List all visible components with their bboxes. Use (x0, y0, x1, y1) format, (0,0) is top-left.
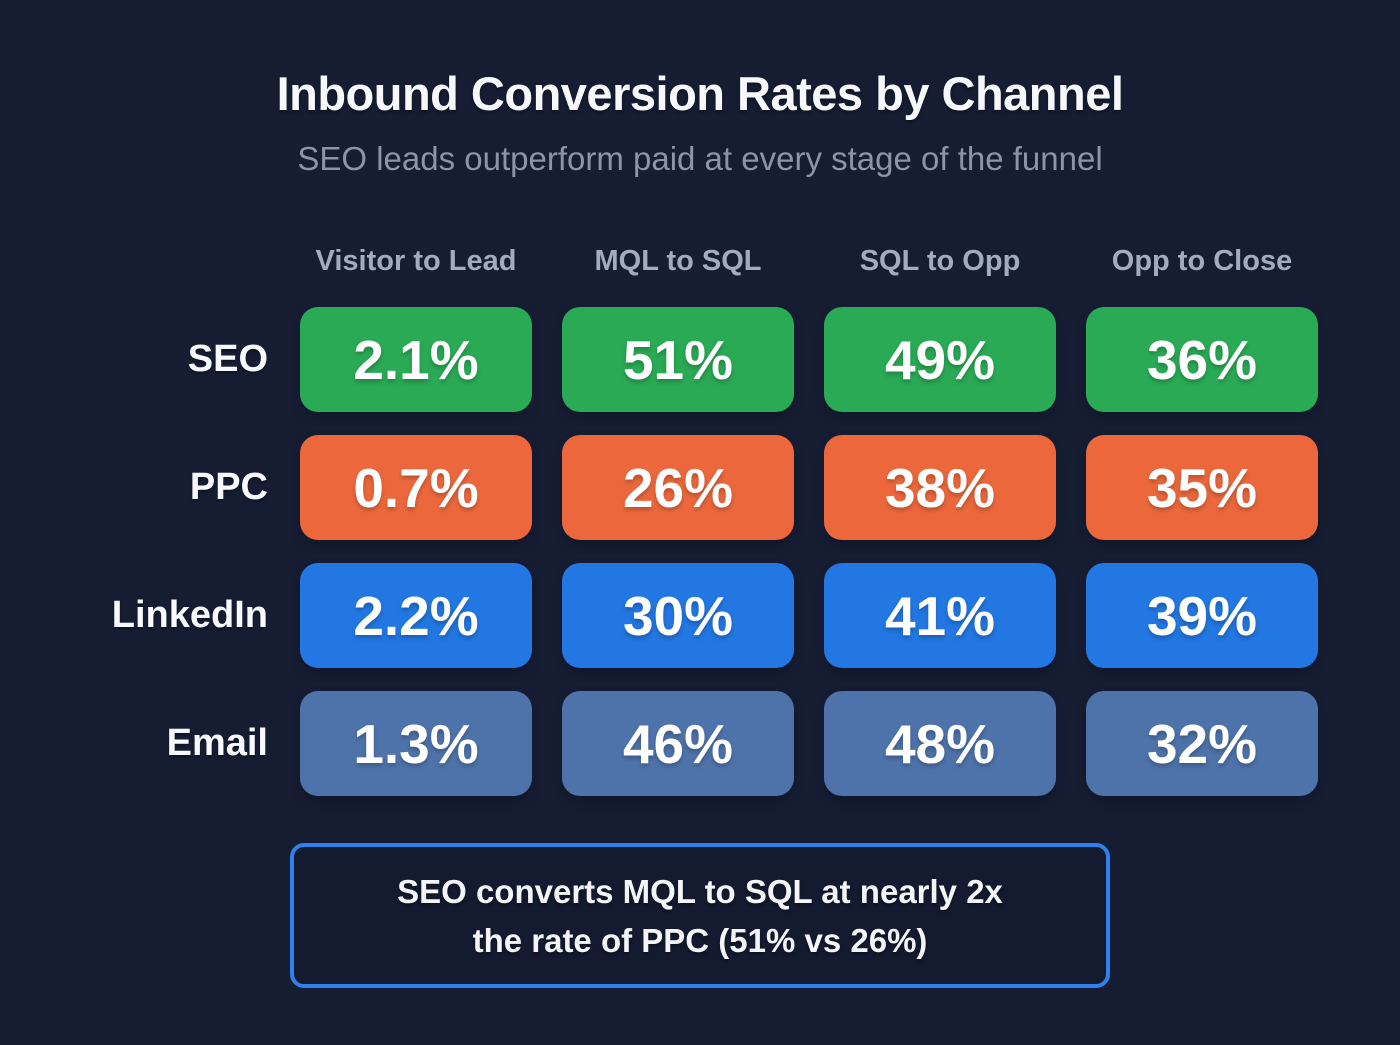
cell-seo-sql-to-opp: 49% (824, 307, 1056, 412)
column-header-mql-to-sql: MQL to SQL (594, 244, 762, 277)
cell-email-sql-to-opp: 48% (824, 691, 1056, 796)
row-label-linkedin: LinkedIn (111, 594, 268, 636)
insight-callout-line-2: the rate of PPC (51% vs 26%) (472, 921, 928, 959)
cell-email-mql-to-sql: 46% (562, 691, 794, 796)
insight-callout: SEO converts MQL to SQL at nearly 2x the… (290, 843, 1110, 988)
cell-linkedin-mql-to-sql: 30% (562, 563, 794, 668)
column-header-visitor-to-lead: Visitor to Lead (315, 244, 517, 277)
page-subtitle: SEO leads outperform paid at every stage… (297, 140, 1103, 177)
cell-seo-visitor-to-lead: 2.1% (300, 307, 532, 412)
cell-linkedin-opp-to-close: 39% (1086, 563, 1318, 668)
row-label-seo: SEO (187, 338, 268, 380)
column-header-opp-to-close: Opp to Close (1111, 244, 1293, 277)
cell-ppc-mql-to-sql: 26% (562, 435, 794, 540)
cell-seo-mql-to-sql: 51% (562, 307, 794, 412)
row-label-ppc: PPC (189, 466, 268, 508)
cell-ppc-sql-to-opp: 38% (824, 435, 1056, 540)
cell-email-visitor-to-lead: 1.3% (300, 691, 532, 796)
cell-linkedin-sql-to-opp: 41% (824, 563, 1056, 668)
cell-ppc-opp-to-close: 35% (1086, 435, 1318, 540)
matrix-corner-spacer (0, 238, 270, 284)
cell-ppc-visitor-to-lead: 0.7% (300, 435, 532, 540)
row-label-email: Email (166, 722, 268, 764)
cell-email-opp-to-close: 32% (1086, 691, 1318, 796)
conversion-matrix: Visitor to Lead MQL to SQL SQL to Opp Op… (0, 238, 1318, 796)
insight-callout-line-1: SEO converts MQL to SQL at nearly 2x (397, 872, 1003, 910)
column-header-sql-to-opp: SQL to Opp (859, 244, 1021, 277)
page-title: Inbound Conversion Rates by Channel (276, 67, 1124, 120)
cell-seo-opp-to-close: 36% (1086, 307, 1318, 412)
cell-linkedin-visitor-to-lead: 2.2% (300, 563, 532, 668)
